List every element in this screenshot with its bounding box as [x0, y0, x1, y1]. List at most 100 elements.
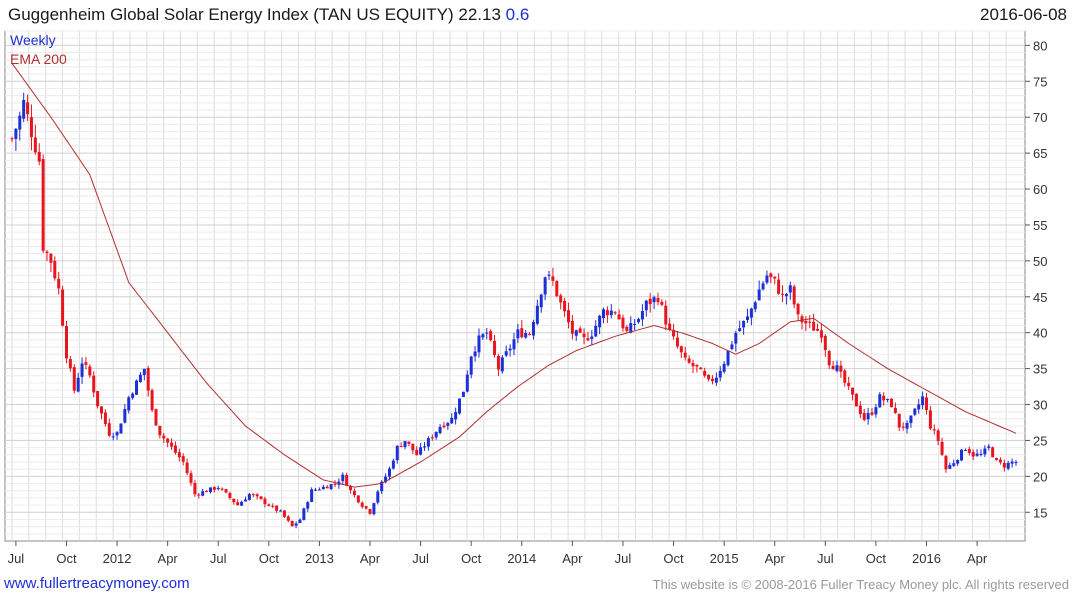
- candle-down: [173, 445, 177, 453]
- candle-up: [574, 330, 578, 336]
- y-tick-label: 20: [1033, 469, 1047, 484]
- candle-down: [251, 494, 255, 496]
- candle-up: [279, 510, 283, 512]
- candle-down: [263, 498, 267, 505]
- candle-down: [901, 426, 905, 428]
- candle-up: [80, 363, 84, 377]
- candle-down: [368, 509, 372, 514]
- candle-up: [14, 128, 18, 139]
- candle-up: [590, 336, 594, 339]
- candle-up: [524, 332, 528, 338]
- candle-down: [924, 397, 928, 411]
- candle-down: [255, 494, 259, 497]
- candle-up: [637, 319, 641, 323]
- candle-down: [212, 487, 216, 490]
- candle-down: [672, 329, 676, 337]
- candle-down: [777, 279, 781, 294]
- candle-down: [967, 449, 971, 454]
- candle-up: [714, 377, 718, 383]
- candle-down: [889, 398, 893, 408]
- candle-down: [150, 390, 154, 411]
- candle-down: [96, 391, 100, 407]
- candle-down: [998, 459, 1002, 463]
- candle-up: [454, 412, 458, 420]
- candle-down: [356, 495, 360, 503]
- candle-up: [481, 334, 485, 338]
- candle-down: [660, 301, 664, 305]
- candle-down: [882, 395, 886, 401]
- candle-down: [68, 359, 72, 369]
- x-tick-label: Apr: [158, 551, 179, 566]
- candle-down: [991, 447, 995, 458]
- legend-weekly: Weekly: [10, 32, 56, 48]
- website-link[interactable]: www.fullertreacymoney.com: [4, 575, 190, 592]
- candle-down: [695, 364, 699, 367]
- candle-up: [123, 409, 127, 423]
- candle-up: [765, 275, 769, 283]
- candle-down: [816, 328, 820, 331]
- candle-down: [275, 505, 279, 511]
- candle-up: [329, 484, 333, 490]
- candle-down: [928, 410, 932, 429]
- candle-up: [387, 468, 391, 477]
- candle-up: [543, 277, 547, 295]
- candle-up: [135, 380, 139, 395]
- candle-up: [438, 426, 442, 433]
- candle-up: [18, 115, 22, 130]
- candle-up: [473, 351, 477, 357]
- price-chart: 15 20 25 30 35 40 45 50 55 60 65 70 75 80 Jul Oct 2012 Ap…: [4, 30, 1047, 566]
- y-tick-label: 70: [1033, 110, 1047, 125]
- x-tick-label: Jul: [615, 551, 632, 566]
- candle-up: [921, 396, 925, 406]
- candle-up: [835, 365, 839, 371]
- candle-down: [944, 455, 948, 470]
- candle-down: [668, 323, 672, 330]
- candle-down: [228, 493, 232, 498]
- candle-down: [520, 328, 524, 338]
- candle-up: [512, 339, 516, 350]
- x-tick-label: Apr: [562, 551, 583, 566]
- candle-down: [847, 382, 851, 387]
- candle-up: [243, 499, 247, 502]
- candle-down: [325, 486, 329, 489]
- candle-up: [384, 476, 388, 483]
- candle-up: [294, 523, 298, 526]
- title-text: Guggenheim Global Solar Energy Index (TA…: [8, 5, 501, 24]
- candle-down: [267, 504, 271, 506]
- candle-up: [722, 363, 726, 372]
- candle-up: [469, 356, 473, 375]
- candle-up: [633, 323, 637, 325]
- candle-down: [197, 494, 201, 496]
- candle-down: [220, 488, 224, 490]
- x-tick-label: Oct: [461, 551, 482, 566]
- candle-down: [819, 330, 823, 338]
- candle-up: [22, 99, 26, 119]
- x-tick-label: Apr: [967, 551, 988, 566]
- candle-down: [675, 337, 679, 347]
- candle-up: [111, 436, 115, 438]
- y-tick-label: 75: [1033, 74, 1047, 89]
- candle-up: [302, 508, 306, 520]
- candle-down: [699, 367, 703, 370]
- x-tick-label: 2012: [103, 551, 132, 566]
- candle-down: [224, 489, 228, 493]
- candle-down: [282, 510, 286, 517]
- candle-up: [380, 481, 384, 492]
- candle-up: [975, 453, 979, 456]
- candle-down: [84, 362, 88, 365]
- x-tick-label: 2013: [305, 551, 334, 566]
- candle-down: [854, 393, 858, 407]
- price-change: 0.6: [505, 5, 530, 24]
- candle-down: [349, 486, 353, 491]
- candle-up: [952, 463, 956, 466]
- candle-down: [41, 159, 45, 251]
- candle-down: [625, 326, 629, 332]
- candle-up: [317, 489, 321, 491]
- candle-down: [559, 295, 563, 303]
- y-tick-label: 40: [1033, 326, 1047, 341]
- candle-up: [115, 432, 119, 436]
- candle-up: [761, 283, 765, 290]
- candle-down: [551, 276, 555, 281]
- candle-up: [465, 374, 469, 392]
- y-tick-label: 45: [1033, 290, 1047, 305]
